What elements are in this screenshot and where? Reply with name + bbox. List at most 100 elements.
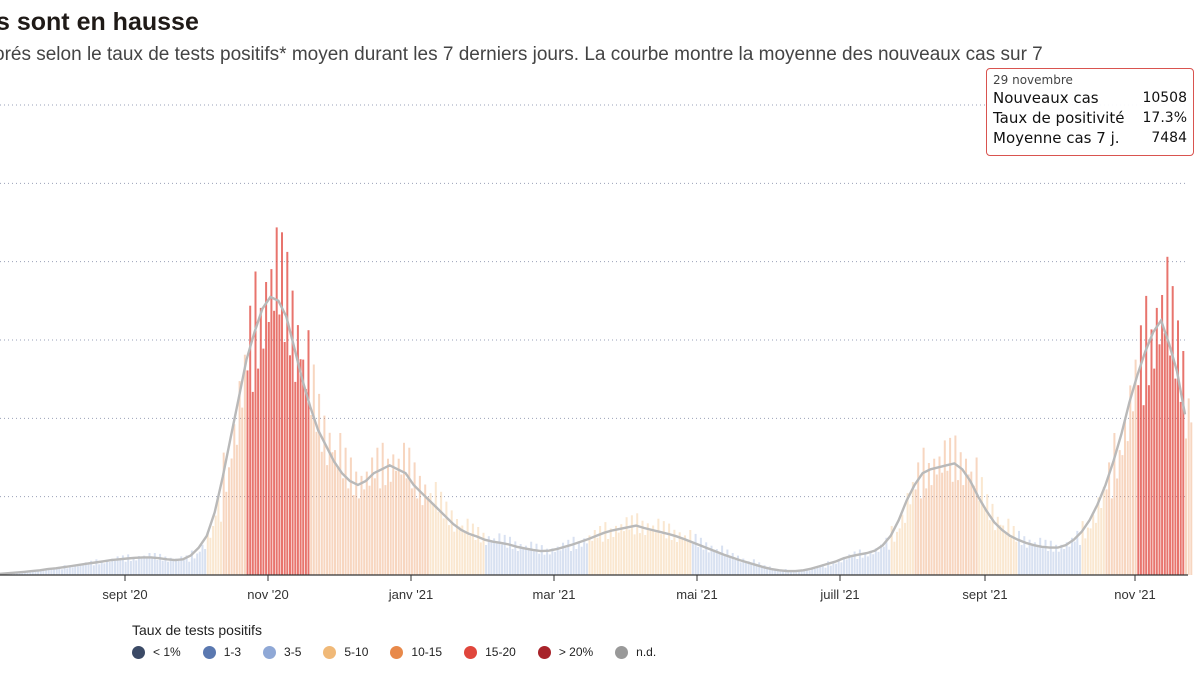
daily-bar[interactable] [238,381,241,575]
daily-bar[interactable] [694,533,697,575]
daily-bar[interactable] [941,472,944,575]
daily-bar[interactable] [697,547,700,575]
daily-bar[interactable] [524,545,527,575]
daily-bar[interactable] [874,548,877,575]
daily-bar[interactable] [1068,546,1071,575]
daily-bar[interactable] [159,553,162,575]
daily-bar[interactable] [501,544,503,576]
daily-bar[interactable] [243,354,246,575]
daily-bar[interactable] [644,535,647,575]
daily-bar[interactable] [750,563,753,575]
daily-bar[interactable] [106,559,108,575]
daily-bar[interactable] [222,452,225,575]
daily-bar[interactable] [466,518,469,575]
daily-bar[interactable] [779,569,782,575]
daily-bar[interactable] [556,546,559,575]
daily-bar[interactable] [562,542,564,575]
daily-bar[interactable] [532,551,535,575]
daily-bar[interactable] [228,467,230,575]
daily-bar[interactable] [440,491,443,575]
daily-bar[interactable] [225,491,228,575]
daily-bar[interactable] [935,474,938,576]
daily-bar[interactable] [970,471,973,575]
daily-bar[interactable] [294,381,297,575]
daily-bar[interactable] [633,534,636,575]
daily-bar[interactable] [458,526,461,575]
daily-bar[interactable] [649,530,652,575]
daily-bar[interactable] [283,342,286,575]
daily-bar[interactable] [630,515,633,575]
daily-bar[interactable] [1174,378,1177,575]
daily-bar[interactable] [530,541,533,575]
daily-bar[interactable] [662,521,665,575]
daily-bar[interactable] [55,568,58,575]
daily-bar[interactable] [737,555,739,575]
daily-bar[interactable] [336,467,339,575]
daily-bar[interactable] [699,537,702,575]
daily-bar[interactable] [774,568,777,576]
daily-bar[interactable] [1079,545,1081,575]
daily-bar[interactable] [79,563,82,575]
daily-bar[interactable] [1132,411,1134,575]
daily-bar[interactable] [538,553,541,575]
daily-bar[interactable] [1118,450,1121,575]
daily-bar[interactable] [389,481,392,575]
daily-bar[interactable] [429,493,432,575]
daily-bar[interactable] [426,496,429,575]
daily-bar[interactable] [1002,525,1005,576]
daily-bar[interactable] [477,527,480,575]
daily-bar[interactable] [124,561,127,575]
daily-bar[interactable] [837,560,840,575]
daily-bar[interactable] [74,565,77,575]
daily-bar[interactable] [514,541,517,575]
daily-bar[interactable] [47,568,50,576]
daily-bar[interactable] [392,454,395,575]
daily-bar[interactable] [1102,486,1105,575]
daily-bar[interactable] [172,560,175,575]
daily-bar[interactable] [156,560,159,575]
daily-bar[interactable] [304,389,307,575]
daily-bar[interactable] [1086,527,1089,575]
daily-bar[interactable] [1057,551,1060,575]
daily-bar[interactable] [95,559,98,575]
daily-bar[interactable] [509,536,511,575]
daily-bar[interactable] [1163,333,1166,575]
daily-bar[interactable] [1031,544,1034,576]
daily-bar[interactable] [175,558,177,575]
daily-bar[interactable] [26,571,29,575]
daily-bar[interactable] [84,562,87,575]
daily-bar[interactable] [1081,521,1084,575]
daily-bar[interactable] [408,447,411,575]
daily-bar[interactable] [29,572,32,575]
daily-bar[interactable] [949,437,952,575]
daily-bar[interactable] [76,566,79,575]
daily-bar[interactable] [196,553,199,576]
daily-bar[interactable] [1071,537,1073,575]
daily-bar[interactable] [82,565,85,575]
daily-bar[interactable] [1177,320,1179,575]
daily-bar[interactable] [721,545,724,575]
daily-bar[interactable] [395,470,397,575]
daily-bar[interactable] [1150,329,1153,575]
daily-bar[interactable] [930,485,933,575]
daily-bar[interactable] [1063,549,1066,575]
daily-bar[interactable] [604,522,607,575]
daily-bar[interactable] [1007,518,1010,575]
daily-bar[interactable] [800,570,803,575]
daily-bar[interactable] [1015,541,1018,575]
daily-bar[interactable] [620,524,623,575]
daily-bar[interactable] [681,538,684,575]
legend-item[interactable]: n.d. [615,645,656,659]
legend-item[interactable]: 5-10 [323,645,368,659]
daily-bar[interactable] [1036,546,1039,575]
daily-bar[interactable] [927,463,930,575]
daily-bar[interactable] [410,488,413,575]
daily-bar[interactable] [129,561,132,575]
daily-bar[interactable] [503,534,506,575]
daily-bar[interactable] [116,556,119,575]
daily-bar[interactable] [498,533,501,575]
daily-bar[interactable] [516,551,519,575]
daily-bar[interactable] [731,553,734,575]
daily-bar[interactable] [296,325,299,575]
daily-bar[interactable] [787,571,790,575]
